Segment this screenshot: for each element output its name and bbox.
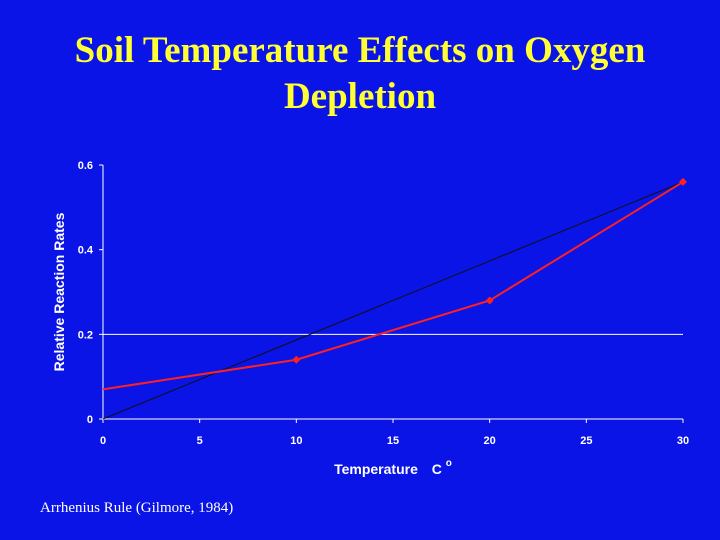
trendline-layer — [102, 181, 684, 420]
y-tick-label-0: 0 — [87, 414, 93, 426]
x-tick-label-1: 5 — [197, 435, 203, 447]
x-tick-label-5: 25 — [580, 435, 592, 447]
x-axis-unit-degree: o — [446, 458, 452, 469]
data-point-0-2 — [485, 296, 494, 305]
trendline — [102, 181, 684, 420]
y-axis-label: Relative Reaction Rates — [51, 212, 67, 371]
y-tick-label-3: 0.6 — [78, 160, 93, 172]
x-axis-label: Temperature C o — [334, 458, 452, 477]
series-layer — [102, 177, 687, 391]
x-tick-label-2: 10 — [290, 435, 302, 447]
citation: Arrhenius Rule (Gilmore, 1984) — [40, 500, 234, 516]
axes — [99, 164, 684, 423]
x-tick-label-4: 20 — [484, 435, 496, 447]
y-tick-label-1: 0.2 — [78, 329, 93, 341]
chart-title: Soil Temperature Effects on Oxygen Deple… — [0, 28, 720, 120]
data-point-0-3 — [679, 177, 687, 186]
x-axis-unit: C — [432, 461, 442, 477]
x-tick-label-3: 15 — [387, 435, 399, 447]
x-tick-label-6: 30 — [677, 435, 689, 447]
y-tick-label-2: 0.4 — [78, 245, 94, 257]
data-point-0-1 — [292, 355, 301, 364]
title-line-1: Soil Temperature Effects on Oxygen — [74, 30, 646, 71]
x-tick-label-0: 0 — [100, 435, 106, 447]
series-line-0 — [102, 181, 684, 391]
x-axis-label-text: Temperature — [334, 461, 418, 477]
tick-labels: 0 0.2 0.4 0.6 0 5 10 15 20 25 30 — [78, 160, 689, 447]
title-line-2: Depletion — [283, 76, 437, 117]
